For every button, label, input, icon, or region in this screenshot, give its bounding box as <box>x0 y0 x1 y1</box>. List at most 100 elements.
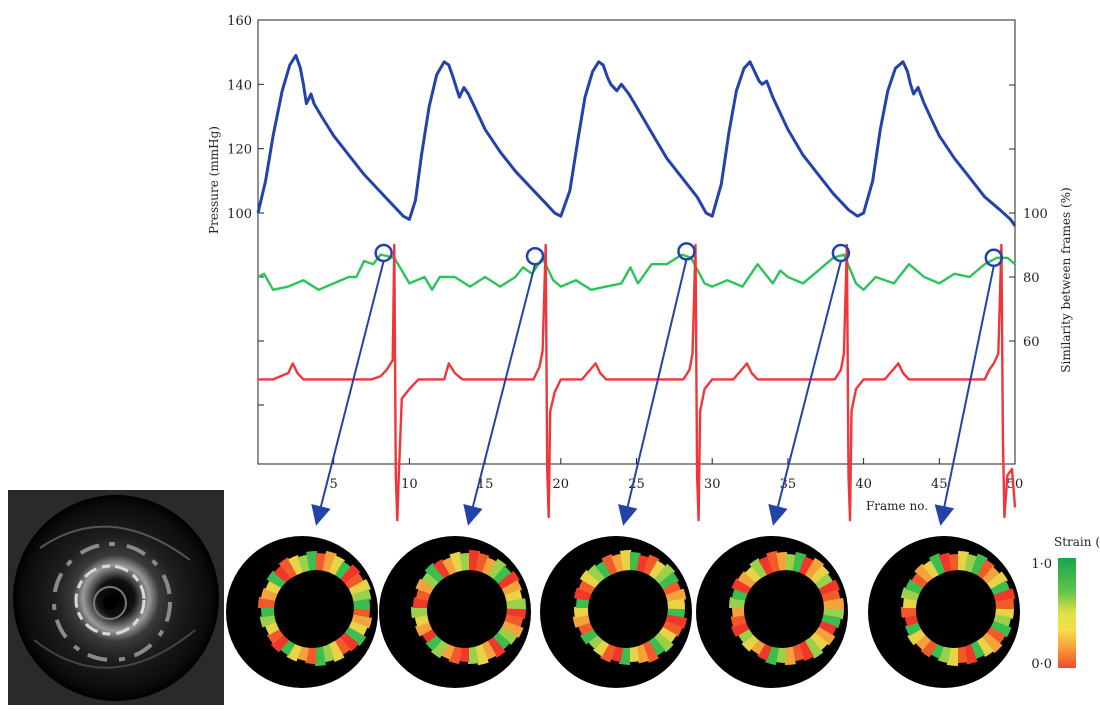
strain-ring-segment <box>501 620 524 638</box>
strain-ring-segment <box>421 571 441 589</box>
strain-ring-segment <box>823 597 844 610</box>
strain-ring-segment <box>648 637 666 657</box>
strain-ring-segment <box>467 645 479 664</box>
strain-map-lumen <box>427 572 503 648</box>
strain-ring-segment <box>506 598 526 610</box>
strain-ring-segment <box>339 632 359 652</box>
strain-ring-segment <box>982 566 1001 585</box>
colorbar-title: Strain (%) <box>1054 535 1100 549</box>
strain-ring-segment <box>348 579 371 596</box>
strain-ring-segment <box>809 632 829 651</box>
strain-ring-segment <box>665 614 688 629</box>
strain-ring-segment <box>791 643 805 662</box>
strain-ring-segment <box>805 557 825 580</box>
strain-map-lumen <box>274 572 350 648</box>
strain-ring-segment <box>611 553 625 573</box>
strain-ring-segment <box>636 554 650 573</box>
strain-ring-segment <box>821 614 842 629</box>
strain-ring-segment <box>335 561 352 580</box>
x-tick-label: 10 <box>401 477 418 492</box>
strain-ring-segment <box>938 552 953 573</box>
x-tick-label: 20 <box>553 477 570 492</box>
strain-ring-segment <box>905 579 926 596</box>
strain-ring-segment <box>497 627 518 645</box>
strain-ring-segment <box>798 556 815 576</box>
strain-ring-segment <box>475 552 490 573</box>
strain-ring-segment <box>662 620 683 637</box>
strain-map-lumen <box>916 572 992 648</box>
strain-ring-segment <box>653 632 674 653</box>
strain-ring-segment <box>815 573 834 590</box>
strain-ring-segment <box>649 560 667 580</box>
strain-ring-segment <box>273 565 293 584</box>
strain-ring-segment <box>731 578 754 596</box>
strain-ring-segment <box>993 588 1016 603</box>
strain-ring-segment <box>288 555 304 576</box>
strain-ring-segment <box>487 637 506 658</box>
strain-ring-segment <box>328 640 345 662</box>
strain-ring-segment <box>922 559 940 579</box>
strain-ring-segment <box>278 557 298 579</box>
strain-ring-segment <box>492 632 511 651</box>
strain-ring-segment <box>659 572 680 590</box>
strain-ring-segment <box>306 551 318 571</box>
marker-arrows <box>311 259 995 526</box>
strain-ring-segment <box>977 559 995 580</box>
strain-ring-segment <box>901 606 921 618</box>
strain-ring-segment <box>776 552 788 571</box>
strain-ring-segment <box>340 564 361 585</box>
strain-map-lumen <box>588 572 664 648</box>
strain-ring-segment <box>911 572 930 589</box>
strain-ring-segment <box>265 580 284 596</box>
marker-arrow <box>311 260 385 526</box>
marker-circle <box>831 243 851 263</box>
strain-ring-segment <box>601 554 618 576</box>
strain-ring-segment <box>351 588 372 603</box>
strain-ring-segment <box>297 554 311 573</box>
strain-ring-segment <box>665 588 687 603</box>
strain-ring-segment <box>448 643 463 665</box>
series-lines <box>256 53 1017 522</box>
strain-ring-segment <box>411 606 432 619</box>
strain-ring-segment <box>814 627 836 646</box>
x-tick-label: 30 <box>704 477 721 492</box>
strain-ring-segment <box>900 587 923 602</box>
marker-arrow <box>463 263 537 526</box>
strain-ring-segment <box>573 587 595 602</box>
marker-circle <box>677 242 696 261</box>
marker-arrow <box>618 259 688 526</box>
y-left-tick-label: 160 <box>227 14 252 29</box>
strain-ring-segment <box>574 606 593 618</box>
strain-ring-segment <box>818 579 840 596</box>
strain-ring-segment <box>929 553 946 576</box>
strain-ring-segment <box>642 640 659 663</box>
strain-ring-segment <box>266 570 288 589</box>
marker-circle <box>984 248 1004 268</box>
strain-ring-segment <box>415 578 437 596</box>
strain-ring-segment <box>610 643 624 663</box>
strain-ring-segment <box>658 627 677 644</box>
strain-ring-segment <box>744 565 763 584</box>
ultrasound-image <box>8 490 224 705</box>
strain-ring-segment <box>286 640 304 662</box>
y-left-tick-label: 120 <box>227 143 252 158</box>
strain-ring-segment <box>314 645 327 666</box>
strain-ring-segment <box>353 598 370 610</box>
strain-map-4 <box>696 536 848 688</box>
strain-ring-segment <box>635 643 650 664</box>
strain-ring-segment <box>948 554 960 571</box>
strain-ring-segment <box>493 565 512 585</box>
strain-ring-segment <box>433 558 451 579</box>
strain-ring-segment <box>481 640 497 661</box>
x-tick-label: 15 <box>477 477 494 492</box>
strain-ring-segment <box>628 645 640 662</box>
strain-ring-segment <box>798 640 814 661</box>
strain-map-5 <box>868 536 1020 688</box>
x-tick-label: 40 <box>855 477 872 492</box>
strain-ring-segment <box>619 550 632 571</box>
strain-ring-segment <box>469 550 481 571</box>
strain-ring-segment <box>821 589 841 603</box>
strain-ring-segment <box>459 553 471 571</box>
strain-ring-segment <box>964 553 978 573</box>
